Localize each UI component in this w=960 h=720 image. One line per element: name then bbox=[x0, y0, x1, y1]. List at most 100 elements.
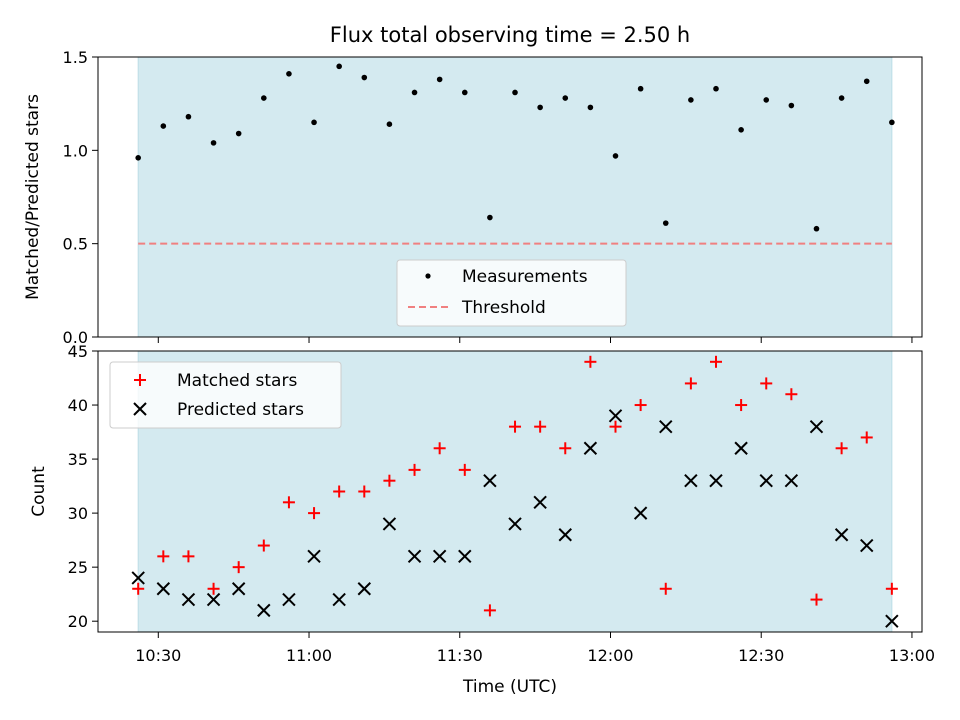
measurements-point-6 bbox=[286, 71, 292, 77]
predicted-stars-point-2 bbox=[181, 592, 196, 607]
bot-ytick-label-0: 20 bbox=[68, 612, 88, 631]
measurements-point-23 bbox=[713, 85, 719, 92]
measurements-point-30 bbox=[889, 119, 895, 126]
bot-ytick-label-2: 30 bbox=[68, 504, 88, 523]
measurements-point-29 bbox=[863, 78, 870, 85]
predicted-stars-point-11 bbox=[407, 549, 422, 564]
bottom-axes-frame bbox=[97, 350, 923, 633]
measurements-point-5 bbox=[261, 95, 267, 101]
measurements-point-13 bbox=[461, 89, 468, 96]
bottom-panel: 20 25 30 35 40 45 10:30 11:00 11:30 12:00 12:30 13… bbox=[29, 342, 935, 665]
matched-stars-point-19 bbox=[609, 420, 622, 433]
measurements-point-25 bbox=[763, 97, 770, 103]
top-ytick-label-2: 1.0 bbox=[63, 141, 88, 160]
measurements-point-7 bbox=[311, 119, 317, 126]
matched-stars-point-28 bbox=[835, 442, 848, 455]
predicted-stars-point-22 bbox=[684, 473, 698, 488]
predicted-stars-point-24 bbox=[734, 441, 748, 455]
predicted-stars-point-30 bbox=[885, 614, 899, 628]
bottom-y-axis-label: Count bbox=[29, 466, 49, 517]
matched-stars-point-10 bbox=[383, 474, 396, 487]
measurements-point-10 bbox=[386, 121, 393, 127]
matched-stars-point-12 bbox=[433, 442, 446, 455]
matched-stars-point-23 bbox=[710, 355, 722, 368]
legend-predicted-label: Predicted stars bbox=[177, 400, 304, 420]
measurements-point-21 bbox=[662, 220, 669, 226]
predicted-stars-point-6 bbox=[282, 592, 296, 607]
measurements-point-9 bbox=[361, 74, 368, 81]
top-panel: 0.0 0.5 1.0 1.5 Matched/Predicted stars Mea… bbox=[23, 48, 923, 347]
matched-stars-point-14 bbox=[483, 604, 496, 617]
measurements-point-3 bbox=[210, 140, 217, 146]
predicted-stars-point-29 bbox=[860, 538, 874, 553]
measurements-point-26 bbox=[788, 102, 795, 109]
bottom-legend-box bbox=[109, 361, 342, 429]
bot-ytick-label-3: 35 bbox=[68, 450, 88, 469]
measurements-point-12 bbox=[436, 76, 443, 83]
measurements-point-22 bbox=[688, 97, 694, 103]
measurements-point-18 bbox=[587, 104, 594, 111]
matched-stars-point-18 bbox=[584, 355, 597, 368]
predicted-stars-point-16 bbox=[533, 495, 547, 510]
xtick-label-5: 13:00 bbox=[889, 646, 935, 665]
bot-ytick-label-5: 45 bbox=[68, 342, 88, 361]
matched-stars-point-30 bbox=[885, 582, 898, 595]
matched-stars-point-3 bbox=[207, 582, 220, 595]
legend-measurements-marker bbox=[425, 273, 431, 279]
xtick-label-3: 12:00 bbox=[587, 646, 633, 665]
measurements-point-24 bbox=[738, 127, 744, 133]
predicted-stars-point-28 bbox=[834, 528, 849, 542]
top-ytick-label-1: 0.5 bbox=[63, 235, 88, 254]
predicted-stars-point-8 bbox=[332, 592, 346, 607]
matched-stars-point-27 bbox=[810, 593, 823, 606]
matched-stars-point-9 bbox=[358, 485, 371, 498]
matched-stars-point-13 bbox=[458, 463, 471, 476]
legend-matched-label: Matched stars bbox=[177, 371, 297, 391]
predicted-stars-point-27 bbox=[809, 419, 824, 434]
xtick-label-1: 11:00 bbox=[286, 646, 332, 665]
predicted-stars-point-21 bbox=[659, 419, 673, 434]
predicted-stars-point-5 bbox=[257, 603, 271, 618]
predicted-stars-point-25 bbox=[759, 473, 773, 488]
matched-stars-point-25 bbox=[760, 377, 773, 390]
predicted-stars-point-12 bbox=[432, 549, 447, 564]
measurements-point-4 bbox=[235, 130, 242, 137]
measurements-point-17 bbox=[562, 95, 569, 101]
matched-stars-point-17 bbox=[559, 442, 572, 455]
top-legend: Measurements Threshold bbox=[396, 259, 627, 327]
matched-stars-point-6 bbox=[282, 496, 295, 509]
matched-stars-point-15 bbox=[509, 420, 522, 433]
legend-threshold-label: Threshold bbox=[461, 298, 546, 318]
matched-stars-point-24 bbox=[735, 399, 748, 412]
matched-stars-point-11 bbox=[408, 463, 421, 476]
matched-stars-point-2 bbox=[182, 550, 195, 563]
measurements-point-19 bbox=[612, 153, 619, 159]
predicted-stars-point-18 bbox=[583, 441, 598, 455]
predicted-stars-point-4 bbox=[231, 582, 246, 596]
xtick-label-0: 10:30 bbox=[135, 646, 181, 665]
predicted-stars-point-17 bbox=[558, 528, 572, 542]
measurements-point-8 bbox=[336, 63, 342, 70]
predicted-stars-point-7 bbox=[307, 549, 321, 564]
legend-measurements-label: Measurements bbox=[462, 267, 588, 287]
predicted-stars-point-13 bbox=[458, 549, 472, 564]
predicted-stars-point-10 bbox=[382, 517, 397, 531]
matched-stars-point-16 bbox=[534, 420, 547, 433]
predicted-stars-point-9 bbox=[357, 582, 371, 596]
top-axes-frame bbox=[97, 56, 923, 338]
matched-stars-point-4 bbox=[232, 561, 245, 574]
predicted-stars-point-1 bbox=[156, 582, 171, 596]
legend-matched-marker bbox=[134, 374, 146, 386]
bottom-legend: Matched stars Predicted stars bbox=[109, 361, 342, 429]
predicted-stars-point-15 bbox=[508, 517, 522, 531]
measurements-point-20 bbox=[637, 85, 644, 92]
measurements-point-27 bbox=[813, 225, 820, 232]
matched-stars-point-8 bbox=[333, 485, 346, 498]
measurements-point-14 bbox=[487, 214, 493, 221]
matched-stars-point-7 bbox=[308, 507, 321, 520]
legend-predicted-marker bbox=[133, 402, 147, 416]
measurements-point-0 bbox=[135, 155, 141, 161]
matched-stars-point-0 bbox=[132, 582, 145, 595]
matched-stars-point-29 bbox=[860, 431, 873, 444]
